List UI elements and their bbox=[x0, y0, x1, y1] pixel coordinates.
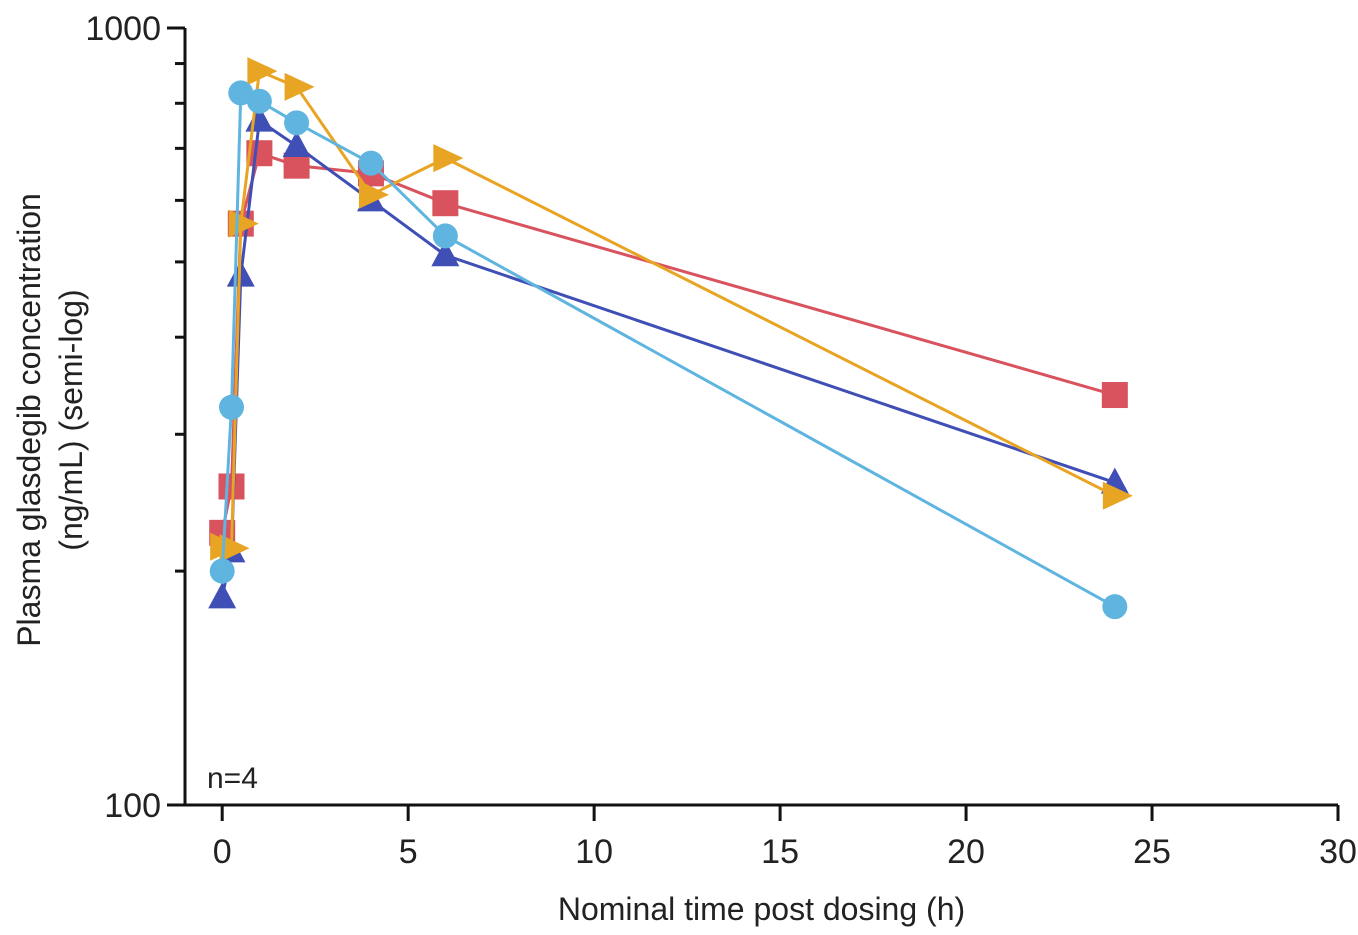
circle-data-point bbox=[218, 394, 244, 420]
square-data-point bbox=[283, 152, 310, 179]
y-axis-label-line-2: (ng/mL) (semi-log) bbox=[53, 289, 89, 550]
y-axis-label-line-1: Plasma glasdegib concentration bbox=[11, 193, 47, 647]
x-tick-label: 20 bbox=[947, 833, 985, 871]
circle-data-point bbox=[228, 80, 254, 106]
series-1 bbox=[209, 140, 1128, 546]
x-tick-label: 15 bbox=[761, 833, 799, 871]
series-layer bbox=[208, 57, 1133, 620]
circle-data-point bbox=[358, 150, 384, 176]
series-2 bbox=[208, 105, 1129, 609]
x-axis-label: Nominal time post dosing (h) bbox=[558, 891, 965, 927]
circle-data-point bbox=[209, 558, 235, 584]
square-data-point bbox=[432, 190, 459, 217]
x-tick-label: 25 bbox=[1133, 833, 1171, 871]
triangle-up-data-point bbox=[282, 130, 311, 157]
sample-size-annotation: n=4 bbox=[207, 762, 258, 795]
triangle-right-data-point bbox=[284, 72, 315, 101]
series-3 bbox=[210, 57, 1133, 563]
series-4 bbox=[209, 80, 1128, 620]
x-tick-label: 0 bbox=[213, 833, 232, 871]
x-tick-label: 10 bbox=[575, 833, 613, 871]
square-data-point bbox=[1101, 382, 1128, 409]
circle-data-point bbox=[432, 223, 458, 249]
circle-data-point bbox=[246, 88, 272, 114]
triangle-right-data-point bbox=[247, 57, 278, 86]
y-tick-label: 100 bbox=[104, 787, 161, 825]
labels-layer: 0 5 10 15 20 25 30 100 1000 Nominal time post dos… bbox=[11, 10, 1357, 927]
triangle-right-data-point bbox=[1102, 481, 1133, 510]
square-data-point bbox=[218, 473, 245, 500]
triangle-up-data-point bbox=[208, 582, 237, 609]
circle-data-point bbox=[284, 110, 310, 136]
circle-data-point bbox=[1102, 594, 1128, 620]
axes-layer bbox=[167, 26, 1340, 821]
triangle-right-data-point bbox=[433, 144, 464, 173]
triangle-right-data-point bbox=[219, 534, 250, 563]
series-3-line bbox=[220, 69, 1117, 550]
triangle-up-data-point bbox=[431, 240, 460, 267]
series-4-line bbox=[220, 91, 1117, 609]
y-tick-label: 1000 bbox=[85, 10, 161, 48]
x-tick-label: 5 bbox=[399, 833, 418, 871]
x-tick-label: 30 bbox=[1319, 833, 1357, 871]
triangle-right-data-point bbox=[358, 180, 389, 209]
series-1-line bbox=[220, 151, 1117, 535]
